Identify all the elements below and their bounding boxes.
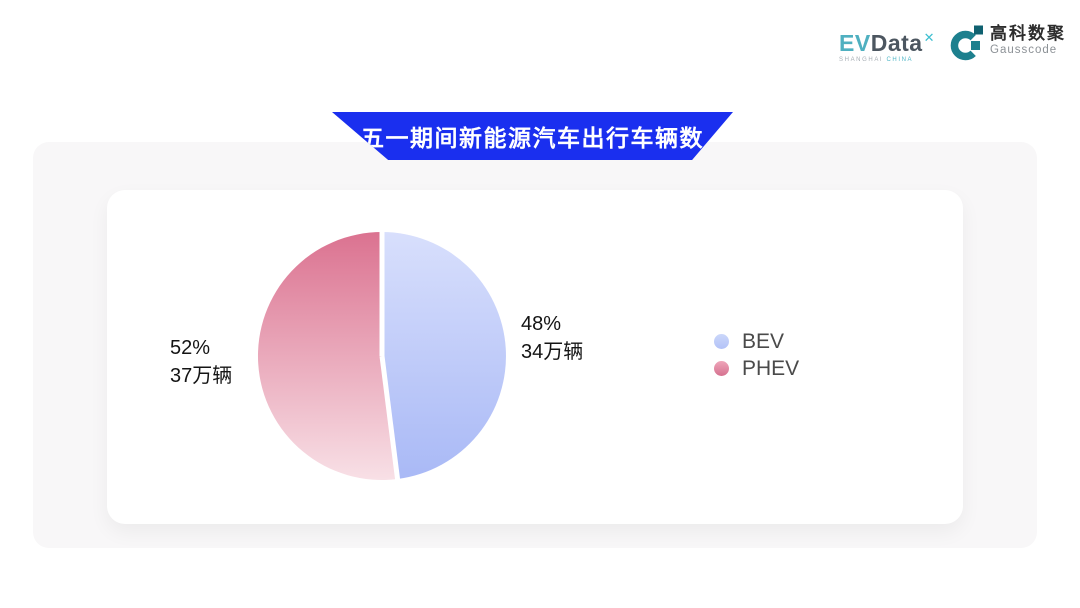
chart-card — [107, 190, 963, 524]
gausscode-en-name: Gausscode — [990, 44, 1058, 56]
page-title: 五一期间新能源汽车出行车辆数 — [361, 125, 704, 151]
gausscode-cn-name: 高科数聚 — [990, 24, 1066, 43]
evdata-subtext: SHANGHAI CHINA — [839, 57, 935, 63]
legend-label: PHEV — [742, 356, 800, 380]
header-logos: EVData✕ SHANGHAI CHINA 高科数聚 Gausscode — [839, 24, 1066, 63]
evdata-subtext-left: SHANGHAI — [839, 57, 884, 63]
legend-dot — [714, 334, 729, 349]
evdata-wordmark: EVData✕ — [839, 26, 935, 55]
gausscode-text: 高科数聚 Gausscode — [990, 24, 1066, 57]
bev-slice-label: 48% 34万辆 — [521, 310, 583, 366]
evdata-x-icon: ✕ — [923, 30, 935, 45]
evdata-logo: EVData✕ SHANGHAI CHINA — [839, 24, 935, 63]
slice-divider — [379, 355, 401, 484]
chart-legend: BEV PHEV — [714, 328, 799, 382]
bev-value: 34万辆 — [521, 341, 584, 363]
bev-percent: 48% — [521, 313, 562, 335]
legend-label: BEV — [742, 329, 785, 353]
pie-slice-bev[interactable] — [382, 232, 506, 480]
legend-dot — [714, 361, 729, 376]
pie-slice-phev[interactable] — [257, 232, 398, 480]
legend-item-phev[interactable]: PHEV — [714, 355, 799, 382]
evdata-subtext-right: CHINA — [886, 57, 914, 63]
evdata-ev-text: EV — [839, 30, 871, 56]
phev-percent: 52% — [170, 337, 211, 359]
gausscode-mark-icon — [950, 25, 983, 61]
evdata-data-text: Data — [870, 30, 923, 56]
title-banner: 五一期间新能源汽车出行车辆数 — [332, 112, 733, 160]
gausscode-logo: 高科数聚 Gausscode — [949, 24, 1066, 62]
pie-chart — [257, 228, 506, 484]
legend-item-bev[interactable]: BEV — [714, 328, 799, 355]
phev-value: 37万辆 — [170, 365, 233, 387]
phev-slice-label: 52% 37万辆 — [170, 334, 232, 390]
